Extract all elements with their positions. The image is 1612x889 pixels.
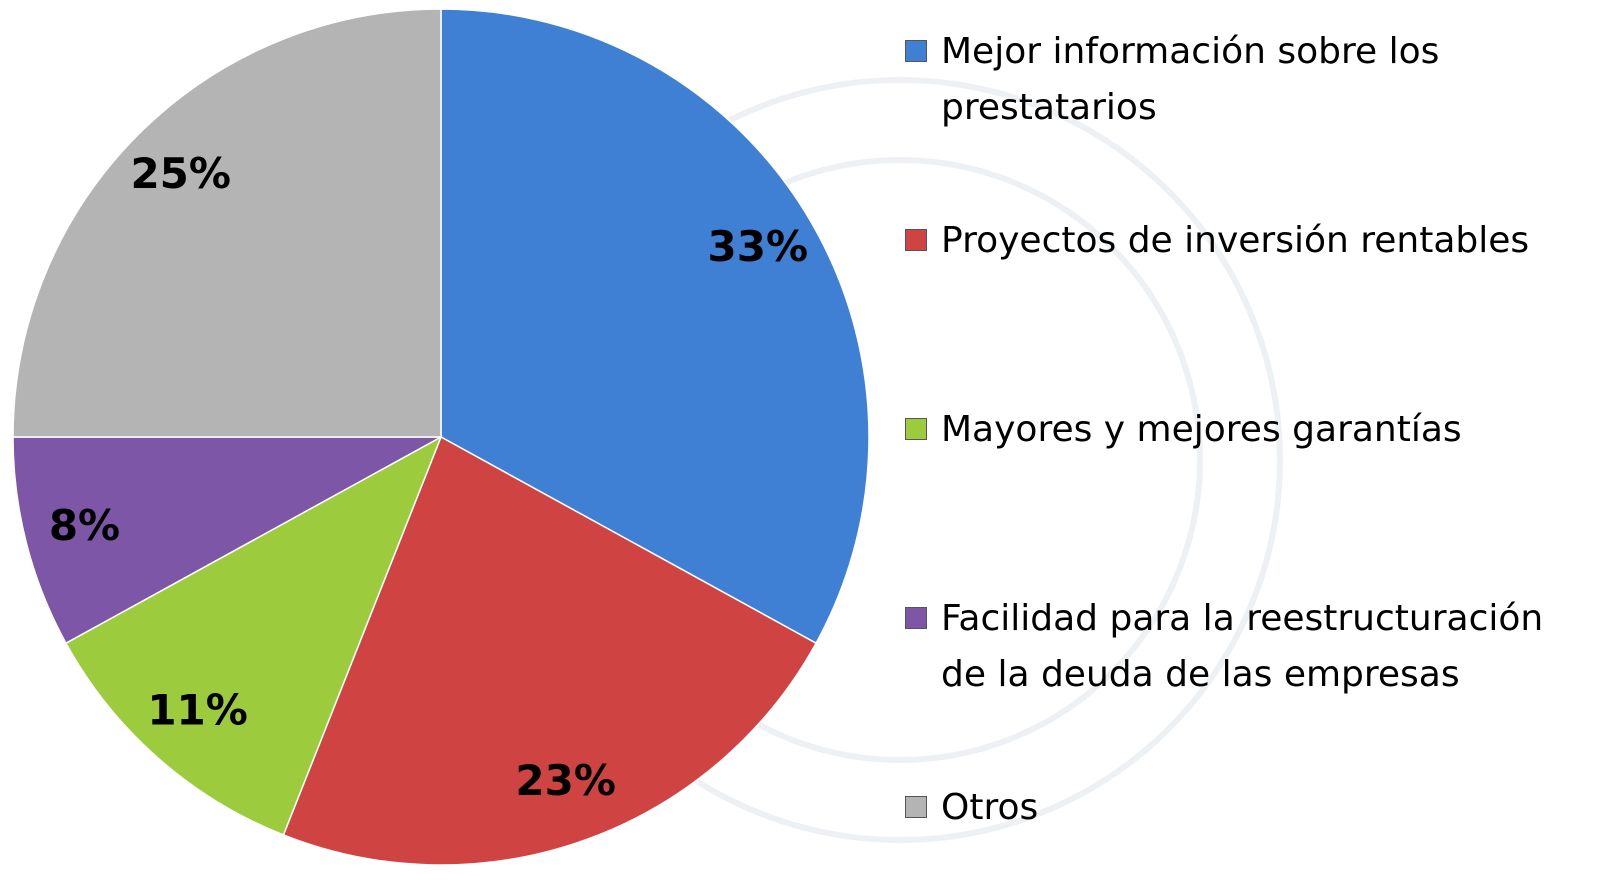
legend-item: Facilidad para la reestructuración de la… xyxy=(905,591,1605,703)
legend-swatch xyxy=(905,418,927,440)
legend-swatch xyxy=(905,40,927,62)
legend-swatch xyxy=(905,229,927,251)
pie-slice xyxy=(64,435,443,836)
data-label: 25% xyxy=(130,149,231,198)
legend-swatch xyxy=(905,796,927,818)
legend-item: Otros xyxy=(905,780,1605,836)
legend-label: Mejor información sobre los prestatarios xyxy=(941,31,1440,128)
legend-label: Facilidad para la reestructuración de la… xyxy=(941,598,1544,695)
data-label: 11% xyxy=(147,686,248,735)
data-label: 23% xyxy=(515,756,616,805)
pie-slice xyxy=(440,8,870,645)
legend-label: Mayores y mejores garantías xyxy=(941,409,1462,450)
pie-slice xyxy=(12,436,442,645)
legend-label: Otros xyxy=(941,787,1039,828)
legend-swatch xyxy=(905,607,927,629)
pie-slice xyxy=(282,435,818,866)
legend-item: Proyectos de inversión rentables xyxy=(905,213,1605,269)
legend-item: Mejor información sobre los prestatarios xyxy=(905,24,1605,136)
data-label: 8% xyxy=(49,501,120,550)
pie-slice xyxy=(12,8,442,438)
legend-label: Proyectos de inversión rentables xyxy=(941,220,1530,261)
legend-item: Mayores y mejores garantías xyxy=(905,402,1605,458)
data-label: 33% xyxy=(708,222,809,271)
